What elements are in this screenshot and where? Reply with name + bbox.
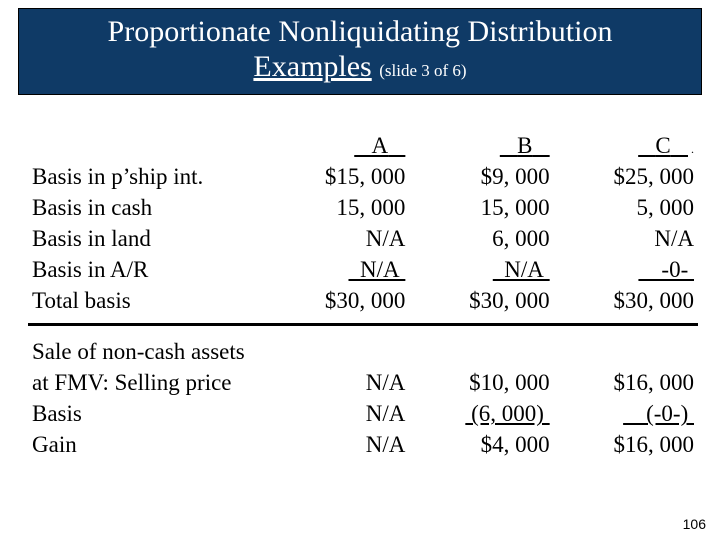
value-cell: 6, 000	[409, 223, 553, 254]
divider-rule	[28, 323, 698, 326]
row-label: Gain	[28, 429, 265, 460]
table-row: Sale of non-cash assets	[28, 336, 698, 367]
sale-table: Sale of non-cash assets at FMV: Selling …	[28, 336, 698, 460]
value-cell: 15, 000	[265, 192, 409, 223]
col-header-b: B	[500, 133, 550, 158]
table-row: Basis in p’ship int.$15, 000$9, 000$25, …	[28, 161, 698, 192]
row-label: at FMV: Selling price	[28, 367, 265, 398]
table-row: GainN/A$4, 000$16, 000	[28, 429, 698, 460]
value-cell: $30, 000	[265, 285, 409, 316]
header-row: A B C .	[28, 130, 698, 161]
table-row: BasisN/A (6, 000) (-0-)	[28, 398, 698, 429]
title-line-2: Examples (slide 3 of 6)	[27, 50, 693, 85]
title-underlined: Examples	[253, 50, 371, 83]
title-sub: (slide 3 of 6)	[379, 61, 466, 80]
value-cell: N/A	[265, 429, 409, 460]
value-cell: $9, 000	[409, 161, 553, 192]
value-cell: $16, 000	[554, 367, 698, 398]
value-cell: N/A	[265, 254, 409, 285]
value-cell: 5, 000	[554, 192, 698, 223]
col-header-c: C	[638, 133, 688, 158]
value-cell: $25, 000	[554, 161, 698, 192]
table-row: Basis in landN/A6, 000N/A	[28, 223, 698, 254]
title-line-1: Proportionate Nonliquidating Distributio…	[27, 15, 693, 50]
value-cell: (6, 000)	[409, 398, 553, 429]
row-label: Basis in p’ship int.	[28, 161, 265, 192]
value-cell: $16, 000	[554, 429, 698, 460]
value-cell: $10, 000	[409, 367, 553, 398]
page-number: 106	[683, 516, 706, 532]
row-label: Basis in land	[28, 223, 265, 254]
value-cell: -0-	[554, 254, 698, 285]
value-cell: N/A	[265, 367, 409, 398]
value-cell: N/A	[265, 223, 409, 254]
basis-table: A B C . Basis in p’ship int.$15, 000$9, …	[28, 130, 698, 316]
value-cell: (-0-)	[554, 398, 698, 429]
row-label: Basis in A/R	[28, 254, 265, 285]
row-label: Total basis	[28, 285, 265, 316]
value-cell: $30, 000	[409, 285, 553, 316]
row-label: Basis in cash	[28, 192, 265, 223]
value-cell: $30, 000	[554, 285, 698, 316]
table-row: Basis in cash15, 00015, 0005, 000	[28, 192, 698, 223]
col-header-a: A	[354, 133, 405, 158]
value-cell: N/A	[265, 398, 409, 429]
table-row: Total basis$30, 000$30, 000$30, 000	[28, 285, 698, 316]
value-cell: $15, 000	[265, 161, 409, 192]
value-cell: 15, 000	[409, 192, 553, 223]
row-label: Basis	[28, 398, 265, 429]
value-cell: N/A	[554, 223, 698, 254]
content-area: A B C . Basis in p’ship int.$15, 000$9, …	[28, 130, 698, 460]
table-row: at FMV: Selling priceN/A$10, 000$16, 000	[28, 367, 698, 398]
value-cell: N/A	[409, 254, 553, 285]
title-band: Proportionate Nonliquidating Distributio…	[18, 8, 702, 95]
value-cell: $4, 000	[409, 429, 553, 460]
lead-label: Sale of non-cash assets	[28, 336, 265, 367]
table-row: Basis in A/R N/A N/A -0-	[28, 254, 698, 285]
